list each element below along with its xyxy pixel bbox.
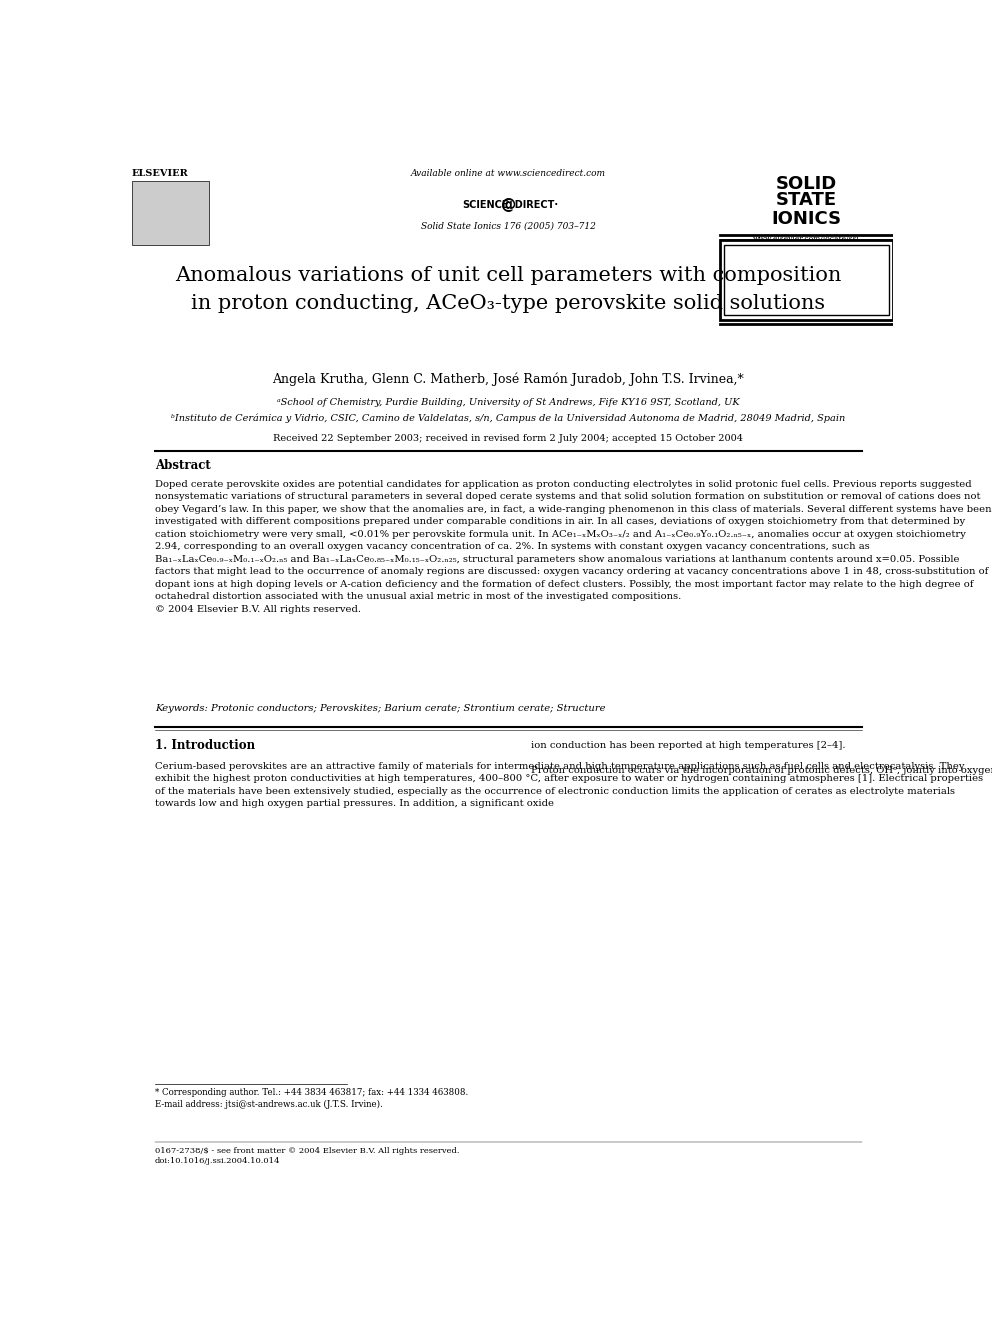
Text: ᵇInstituto de Cerámica y Vidrio, CSIC, Camino de Valdelatas, s/n, Campus de la U: ᵇInstituto de Cerámica y Vidrio, CSIC, C…: [172, 413, 845, 423]
Text: SCIENCE: SCIENCE: [462, 200, 509, 209]
Text: 1. Introduction: 1. Introduction: [155, 740, 255, 753]
Text: Solid State Ionics 176 (2005) 703–712: Solid State Ionics 176 (2005) 703–712: [421, 222, 596, 232]
Text: IONICS: IONICS: [772, 209, 842, 228]
Text: ᵃSchool of Chemistry, Purdie Building, University of St Andrews, Fife KY16 9ST, : ᵃSchool of Chemistry, Purdie Building, U…: [277, 398, 740, 407]
Text: Doped cerate perovskite oxides are potential candidates for application as proto: Doped cerate perovskite oxides are poten…: [155, 480, 991, 614]
Text: SOLID: SOLID: [776, 175, 837, 193]
Text: E-mail address: jtsi@st-andrews.ac.uk (J.T.S. Irvine).: E-mail address: jtsi@st-andrews.ac.uk (J…: [155, 1099, 383, 1109]
Text: * Corresponding author. Tel.: +44 3834 463817; fax: +44 1334 463808.: * Corresponding author. Tel.: +44 3834 4…: [155, 1088, 468, 1097]
Text: STATE: STATE: [776, 192, 837, 209]
Bar: [720, 241, 893, 320]
Text: Cerium-based perovskites are an attractive family of materials for intermediate : Cerium-based perovskites are an attracti…: [155, 762, 983, 808]
Text: Angela Krutha, Glenn C. Matherb, José Ramón Juradob, John T.S. Irvinea,*: Angela Krutha, Glenn C. Matherb, José Ra…: [273, 373, 744, 386]
Text: www.elsevier.com/locate/ssi: www.elsevier.com/locate/ssi: [753, 235, 860, 243]
Text: Received 22 September 2003; received in revised form 2 July 2004; accepted 15 Oc: Received 22 September 2003; received in …: [274, 434, 743, 443]
Bar: [132, 181, 208, 245]
Text: DIRECT·: DIRECT·: [509, 200, 558, 209]
Text: doi:10.1016/j.ssi.2004.10.014: doi:10.1016/j.ssi.2004.10.014: [155, 1158, 281, 1166]
Text: Available online at www.sciencedirect.com: Available online at www.sciencedirect.co…: [411, 169, 606, 179]
Text: Abstract: Abstract: [155, 459, 210, 472]
Text: Keywords: Protonic conductors; Perovskites; Barium cerate; Strontium cerate; Str: Keywords: Protonic conductors; Perovskit…: [155, 704, 605, 713]
Text: ELSEVIER: ELSEVIER: [132, 169, 188, 179]
Text: Anomalous variations of unit cell parameters with composition
in proton conducti: Anomalous variations of unit cell parame…: [176, 266, 841, 312]
Text: ion conduction has been reported at high temperatures [2–4].

Proton conduction : ion conduction has been reported at high…: [532, 741, 992, 775]
Text: 0167-2738/$ - see front matter © 2004 Elsevier B.V. All rights reserved.: 0167-2738/$ - see front matter © 2004 El…: [155, 1147, 459, 1155]
Text: @: @: [501, 197, 516, 213]
Bar: [724, 245, 889, 315]
